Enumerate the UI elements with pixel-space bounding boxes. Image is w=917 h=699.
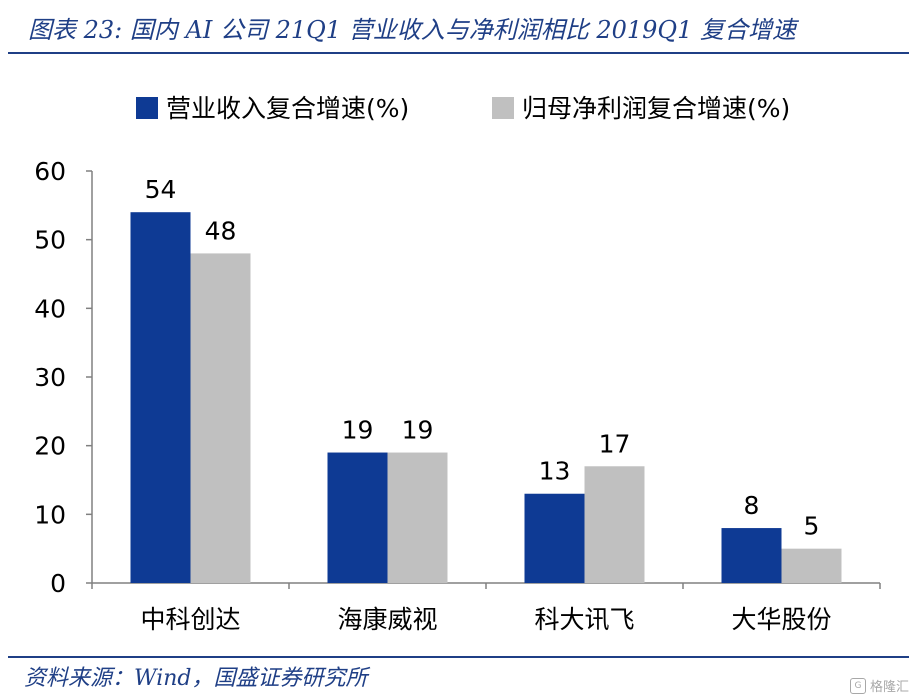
title-rule — [8, 52, 909, 54]
x-tick-label: 科大讯飞 — [534, 605, 634, 634]
legend-swatch-2 — [492, 97, 514, 119]
data-label-series-1: 8 — [744, 491, 760, 520]
bar-series-2 — [781, 548, 842, 583]
x-tick-label: 中科创达 — [140, 605, 240, 634]
bar-series-2 — [387, 452, 448, 583]
x-tick-label: 海康威视 — [337, 605, 437, 634]
bar-chart: 营业收入复合增速(%) 归母净利润复合增速(%) 0 10 20 30 40 50 60 中科创达… — [34, 94, 881, 634]
y-tick-label: 0 — [50, 569, 66, 598]
watermark-text: 格隆汇 — [869, 680, 909, 695]
y-tick-label: 30 — [34, 363, 66, 392]
y-tick-label: 50 — [34, 226, 66, 255]
source-note: 资料来源：Wind，国盛证券研究所 — [24, 666, 368, 691]
figure-title: 图表 23: 国内 AI 公司 21Q1 营业收入与净利润相比 2019Q1 复… — [28, 16, 796, 44]
data-label-series-2: 48 — [205, 216, 237, 245]
legend-label-2: 归母净利润复合增速(%) — [522, 94, 790, 123]
source-rule — [8, 656, 909, 658]
gelonghui-logo-icon: G — [849, 677, 866, 694]
bar-series-1 — [721, 528, 782, 583]
watermark: G 格隆汇 — [849, 676, 909, 695]
data-label-series-2: 5 — [804, 512, 820, 541]
data-label-series-1: 54 — [145, 175, 177, 204]
y-tick-label: 60 — [34, 157, 66, 186]
bar-series-1 — [327, 452, 388, 583]
bar-series-1 — [130, 212, 191, 583]
legend-swatch-1 — [136, 97, 158, 119]
bar-series-2 — [190, 253, 251, 583]
data-label-series-2: 19 — [402, 416, 434, 445]
y-tick-label: 40 — [34, 294, 66, 323]
data-label-series-1: 13 — [539, 457, 571, 486]
legend-label-1: 营业收入复合增速(%) — [166, 94, 409, 123]
bar-series-1 — [524, 493, 585, 583]
y-tick-label: 20 — [34, 432, 66, 461]
bar-series-2 — [584, 466, 645, 583]
data-label-series-1: 19 — [342, 416, 374, 445]
x-tick-label: 大华股份 — [731, 605, 831, 634]
data-label-series-2: 17 — [599, 429, 631, 458]
y-tick-label: 10 — [34, 500, 66, 529]
